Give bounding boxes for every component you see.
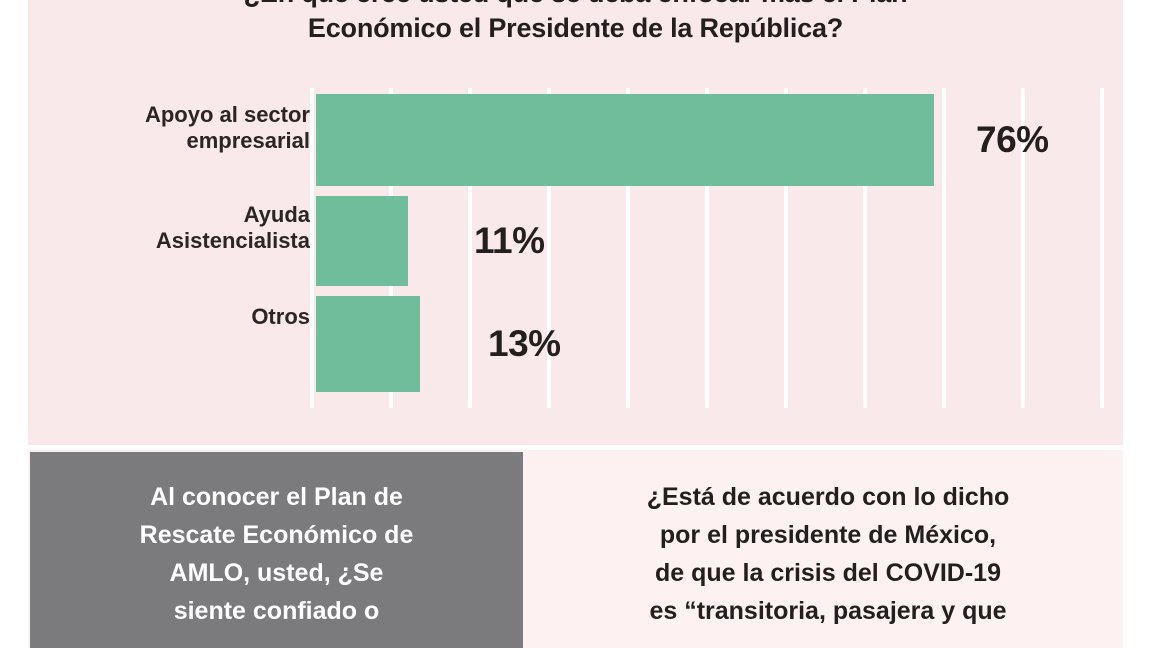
- bar-row-otros: 13%: [316, 296, 1106, 392]
- category-label-line: Otros: [251, 304, 310, 329]
- chart-plot-area: 76% 11% 13%: [310, 88, 1104, 408]
- category-label-otros: Otros: [80, 304, 310, 330]
- category-label-line: Apoyo al sector: [144, 102, 310, 127]
- left-callout-line: Rescate Económico de: [139, 521, 414, 549]
- category-label-line: Ayuda: [243, 202, 310, 227]
- chart-title: ¿En qué cree usted que se deba enfocar m…: [28, 0, 1123, 46]
- right-question-line: ¿Está de acuerdo con lo dicho: [646, 483, 1010, 511]
- bar-ayuda-asistencialista[interactable]: [316, 196, 408, 286]
- bar-value-ayuda-asistencialista: 11%: [474, 220, 545, 261]
- right-question-line: por el presidente de México,: [659, 521, 997, 549]
- bar-row-ayuda-asistencialista: 11%: [316, 196, 1106, 286]
- bar-apoyo-al-sector-empresarial[interactable]: [316, 94, 934, 186]
- bar-otros[interactable]: [316, 296, 420, 392]
- bottom-panel: Al conocer el Plan de Rescate Económico …: [28, 450, 1123, 648]
- chart-bars: 76% 11% 13%: [310, 88, 1100, 408]
- category-label-line: empresarial: [186, 128, 310, 153]
- left-callout-line: siente confiado o: [173, 597, 380, 625]
- category-label-apoyo-al-sector-empresarial: Apoyo al sector empresarial: [80, 102, 310, 154]
- bar-value-apoyo-al-sector-empresarial: 76%: [976, 119, 1049, 160]
- category-label-ayuda-asistencialista: Ayuda Asistencialista: [80, 202, 310, 254]
- chart-panel: ¿En qué cree usted que se deba enfocar m…: [28, 0, 1123, 445]
- chart-title-line-1: ¿En qué cree usted que se deba enfocar m…: [28, 0, 1123, 11]
- left-callout-box: Al conocer el Plan de Rescate Económico …: [30, 452, 523, 648]
- left-callout-line: AMLO, usted, ¿Se: [169, 559, 384, 587]
- panel-divider: [28, 445, 1123, 450]
- left-callout-text: Al conocer el Plan de Rescate Económico …: [58, 478, 495, 630]
- category-label-line: Asistencialista: [155, 228, 310, 253]
- bar-value-otros: 13%: [488, 323, 561, 364]
- right-question-text: ¿Está de acuerdo con lo dicho por el pre…: [548, 478, 1108, 630]
- right-question-line: de que la crisis del COVID-19: [655, 559, 1001, 587]
- chart-category-labels: Apoyo al sector empresarial Ayuda Asiste…: [80, 88, 310, 408]
- chart-title-line-2: Económico el Presidente de la República?: [307, 13, 844, 43]
- bar-row-apoyo-al-sector-empresarial: 76%: [316, 94, 1106, 186]
- left-callout-line: Al conocer el Plan de: [150, 483, 403, 511]
- right-question-line: es “transitoria, pasajera y que: [649, 597, 1007, 625]
